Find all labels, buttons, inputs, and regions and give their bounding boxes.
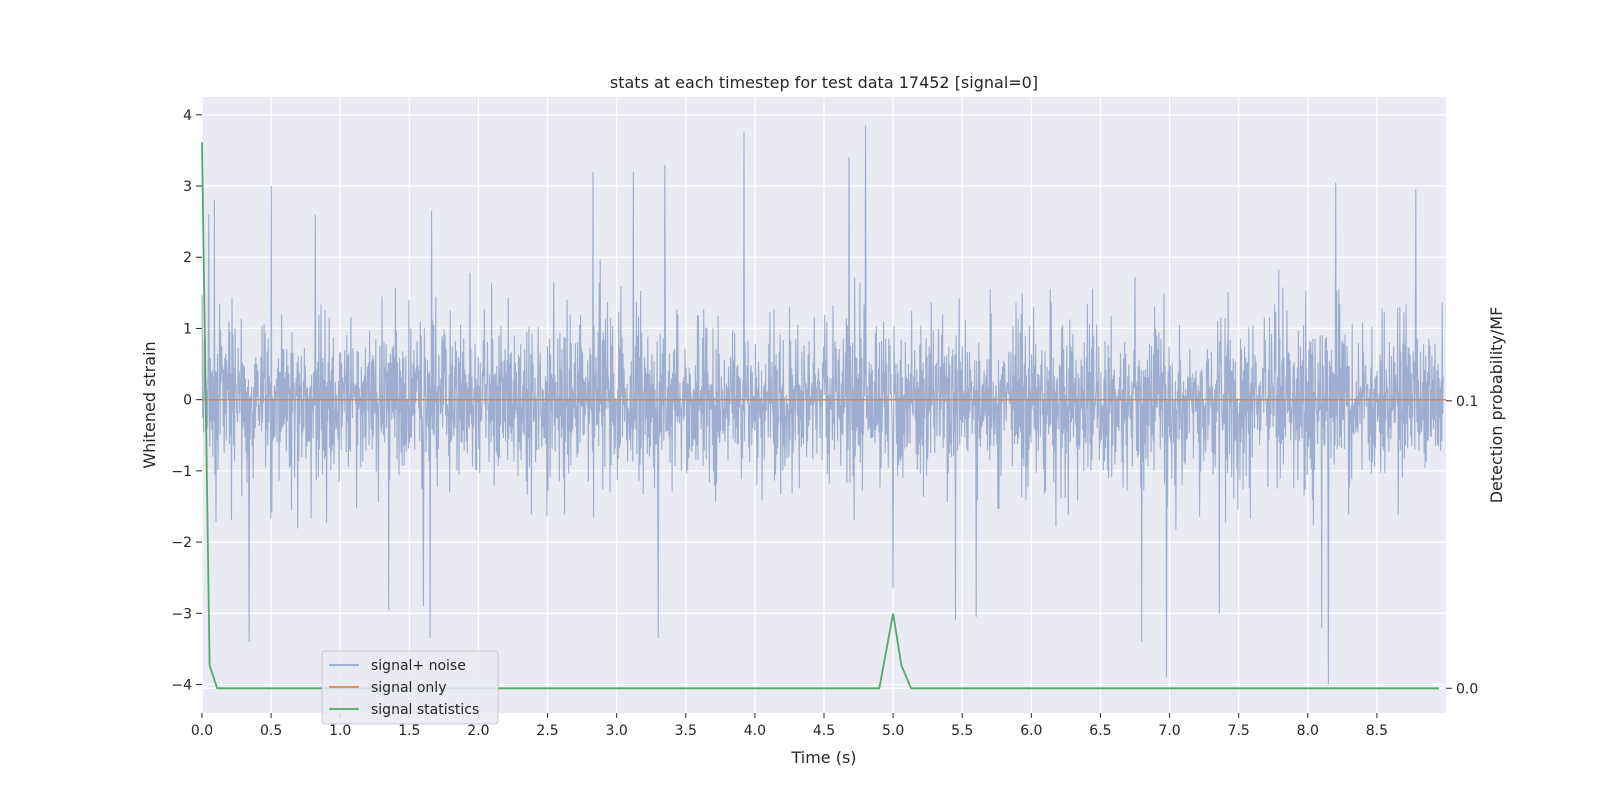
x-tick-label: 2.0 [467, 723, 489, 739]
x-tick-label: 4.5 [813, 723, 835, 739]
x-tick-label: 0.0 [191, 723, 213, 739]
y2-tick-label: 0.0 [1456, 681, 1478, 697]
signal-statistics-line [201, 142, 1440, 690]
axes: 0.0 0.5 1.0 1.5 2.0 2.5 3.0 3.5 4.0 4.5 5.0 5.5 6.0 6… [171, 108, 1478, 739]
x-tick-label: 3.0 [606, 723, 628, 739]
grid-lines [201, 97, 1446, 713]
series-signal-statistics [201, 142, 1440, 690]
x-tick-label: 5.0 [882, 723, 904, 739]
y2-axis-label: Detection probability/MF [1487, 307, 1506, 504]
y-tick-label: 0 [183, 393, 192, 409]
x-tick-label: 2.5 [536, 723, 558, 739]
x-tick-label: 5.5 [951, 723, 973, 739]
y-tick-label: −1 [171, 464, 192, 480]
x-tick-label: 1.0 [329, 723, 351, 739]
legend-label-signal-only: signal only [371, 680, 446, 696]
y-tick-label: 2 [183, 250, 192, 266]
y-tick-label: −2 [171, 535, 192, 551]
legend-label-signal-statistics: signal statistics [371, 702, 479, 718]
y-tick-label: 4 [183, 108, 192, 124]
chart-title: stats at each timestep for test data 174… [610, 73, 1038, 92]
x-tick-label: 1.5 [398, 723, 420, 739]
y-tick-label: 1 [183, 321, 192, 337]
y2-tick-label: 0.1 [1456, 394, 1478, 410]
y-tick-label: −3 [171, 606, 192, 622]
y-tick-label: −4 [171, 678, 192, 694]
x-tick-label: 0.5 [260, 723, 282, 739]
legend: signal+ noise signal only signal statist… [321, 650, 499, 725]
legend-label-signal-noise: signal+ noise [371, 658, 466, 674]
x-tick-label: 7.5 [1228, 723, 1250, 739]
y-tick-label: 3 [183, 179, 192, 195]
x-tick-label: 7.0 [1158, 723, 1180, 739]
x-tick-label: 3.5 [675, 723, 697, 739]
x-tick-label: 8.0 [1297, 723, 1319, 739]
x-tick-label: 6.0 [1020, 723, 1042, 739]
x-tick-label: 8.5 [1366, 723, 1388, 739]
x-tick-label: 6.5 [1089, 723, 1111, 739]
x-axis-label: Time (s) [790, 748, 856, 767]
y-axis-label: Whitened strain [140, 341, 159, 468]
x-tick-label: 4.0 [744, 723, 766, 739]
legend-box [321, 650, 499, 725]
